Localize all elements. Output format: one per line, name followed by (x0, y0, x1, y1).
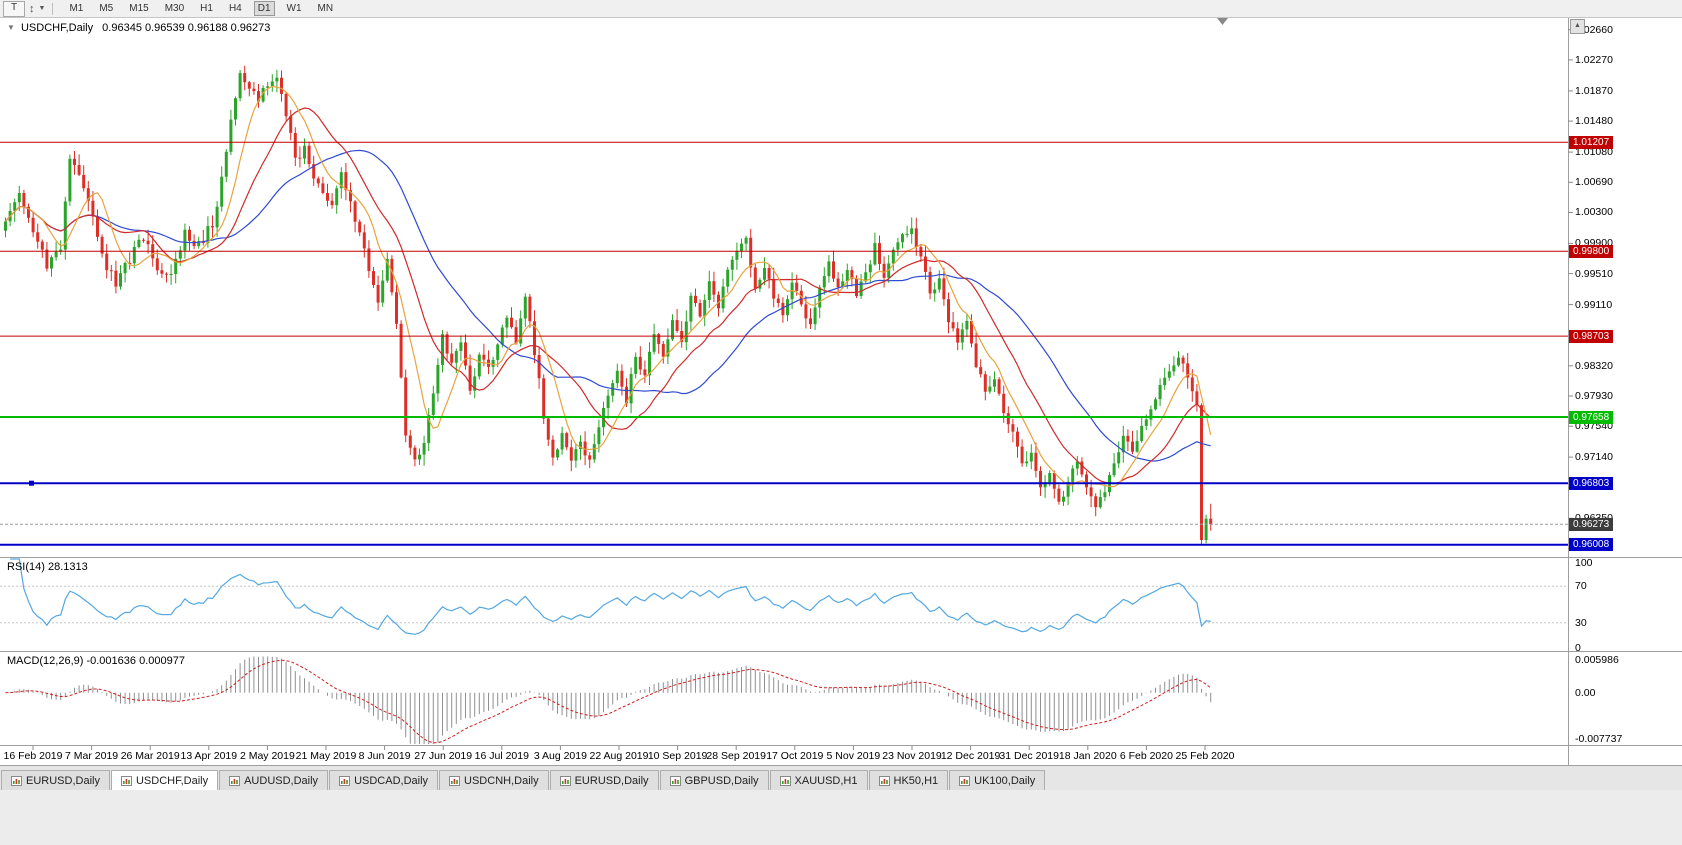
scroll-up-button[interactable]: ▲ (1570, 19, 1585, 34)
timeframe-button-m5[interactable]: M5 (99, 3, 114, 14)
status-area (0, 789, 1682, 845)
cursor-tool-icon[interactable]: ↕ (29, 2, 35, 15)
tab-eurusd-daily[interactable]: EURUSD,Daily (1, 770, 110, 790)
rsi-indicator-label: RSI(14) 28.1313 (7, 561, 88, 573)
tab-label: EURUSD,Daily (574, 774, 649, 787)
chart-shift-marker-icon[interactable] (1217, 18, 1228, 25)
chart-window-icon (339, 775, 351, 786)
moving-average-34 (5, 149, 1211, 462)
chart-window-icon (11, 775, 22, 786)
toolbar-separator (52, 2, 54, 15)
collapse-arrow-icon[interactable]: ▼ (7, 23, 15, 32)
timeframe-button-h1[interactable]: H1 (200, 3, 213, 14)
timeframe-button-group: M1 M5 M15 M30 H1 H4 D1 W1 MN (65, 1, 337, 16)
timeframe-button-m30[interactable]: M30 (164, 3, 185, 14)
chart-toolbar: T ↕ ▼ M1 M5 M15 M30 H1 H4 D1 W1 MN (0, 0, 1682, 18)
tab-audusd-daily[interactable]: AUDUSD,Daily (219, 770, 329, 790)
line-drag-handle[interactable] (29, 480, 34, 486)
toolbar-dropdown-caret-icon[interactable]: ▼ (38, 5, 46, 12)
candlesticks (4, 65, 1213, 545)
macd-signal-line (5, 659, 1212, 744)
tab-label: USDCAD,Daily (354, 774, 429, 787)
tab-label: XAUUSD,H1 (794, 774, 858, 787)
timeframe-button-m1[interactable]: M1 (69, 3, 84, 14)
tab-usdcnh-daily[interactable]: USDCNH,Daily (439, 770, 549, 790)
tab-label: HK50,H1 (893, 774, 939, 787)
tab-gbpusd-daily[interactable]: GBPUSD,Daily (659, 770, 769, 790)
tab-xauusd-h1[interactable]: XAUUSD,H1 (769, 770, 868, 790)
symbol-period-label: USDCHF,Daily (20, 22, 94, 34)
timeframe-button-w1[interactable]: W1 (286, 3, 302, 14)
rsi-line (10, 558, 1211, 635)
chart-window-icon (120, 775, 132, 786)
timeframe-button-h4[interactable]: H4 (228, 3, 242, 14)
tab-label: USDCNH,Daily (464, 774, 539, 787)
chart-title-line: ▼ USDCHF,Daily 0.96345 0.96539 0.96188 0… (7, 22, 270, 34)
moving-average-8 (5, 85, 1212, 488)
tab-usdchf-daily[interactable]: USDCHF,Daily (110, 770, 219, 790)
tab-label: GBPUSD,Daily (684, 774, 759, 787)
tab-hk50-h1[interactable]: HK50,H1 (868, 770, 949, 790)
chart-window-icon (229, 775, 241, 786)
tab-uk100-daily[interactable]: UK100,Daily (949, 770, 1046, 790)
tab-usdcad-daily[interactable]: USDCAD,Daily (329, 770, 439, 790)
t-tool-button[interactable]: T (3, 0, 25, 17)
timeframe-button-m15[interactable]: M15 (129, 3, 149, 14)
chart-tabs-bar: EURUSD,Daily USDCHF,Daily AUDUSD,Daily USDC… (0, 765, 1682, 790)
chart-window-icon (878, 775, 890, 786)
tab-eurusd-daily[interactable]: EURUSD,Daily (549, 770, 659, 790)
moving-average-18 (5, 107, 1212, 485)
tab-label: USDCHF,Daily (135, 774, 209, 787)
macd-indicator-label: MACD(12,26,9) -0.001636 0.000977 (7, 655, 185, 667)
chart-window-icon (959, 775, 971, 786)
tab-label: UK100,Daily (974, 774, 1036, 787)
ohlc-values: 0.96345 0.96539 0.96188 0.96273 (102, 22, 271, 34)
macd-histogram (9, 656, 1212, 744)
chart-window-icon (669, 775, 681, 786)
chart-window-icon (559, 775, 571, 786)
timeframe-button-d1[interactable]: D1 (253, 1, 275, 16)
chart-window-icon (449, 775, 461, 786)
tab-label: AUDUSD,Daily (244, 774, 319, 787)
chart-window-icon (779, 775, 791, 786)
timeframe-button-mn[interactable]: MN (317, 3, 334, 14)
tab-label: EURUSD,Daily (26, 774, 100, 787)
